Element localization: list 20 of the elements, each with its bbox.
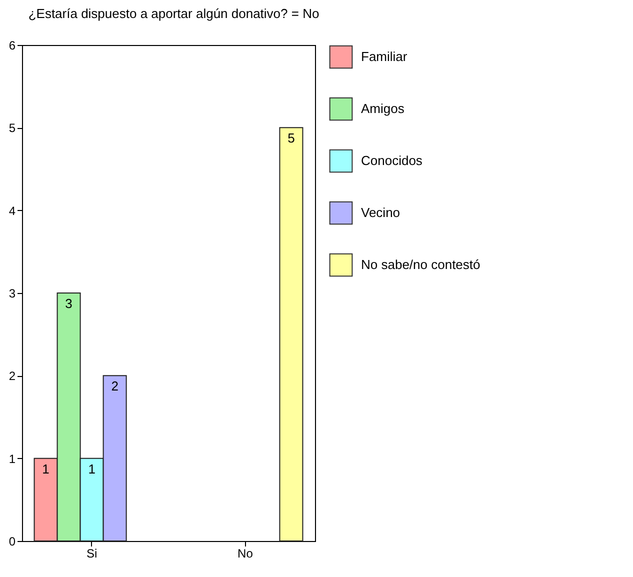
chart-title: ¿Estaría dispuesto a aportar algún donativo? = No bbox=[28, 6, 320, 21]
data-label: 5 bbox=[288, 130, 295, 146]
data-label: 1 bbox=[42, 461, 50, 476]
x-tick-label: Si bbox=[86, 546, 98, 560]
legend-label: Vecino bbox=[361, 205, 400, 220]
data-label: 2 bbox=[111, 378, 118, 394]
y-tick-label: 6 bbox=[8, 38, 16, 52]
y-tick-label: 3 bbox=[8, 286, 16, 300]
data-label: 3 bbox=[65, 296, 72, 311]
legend-label: No sabe/no contestó bbox=[361, 257, 480, 272]
legend-label: Familiar bbox=[361, 49, 408, 64]
y-tick-label: 1 bbox=[8, 452, 16, 466]
x-tick-label: No bbox=[238, 546, 254, 560]
y-tick-label: 5 bbox=[8, 121, 16, 136]
legend-label: Amigos bbox=[361, 101, 405, 116]
legend-label: Conocidos bbox=[361, 153, 423, 168]
data-label: 1 bbox=[88, 461, 96, 476]
y-tick-label: 2 bbox=[8, 369, 16, 384]
y-tick-label: 0 bbox=[8, 534, 16, 548]
y-tick-label: 4 bbox=[8, 204, 16, 218]
